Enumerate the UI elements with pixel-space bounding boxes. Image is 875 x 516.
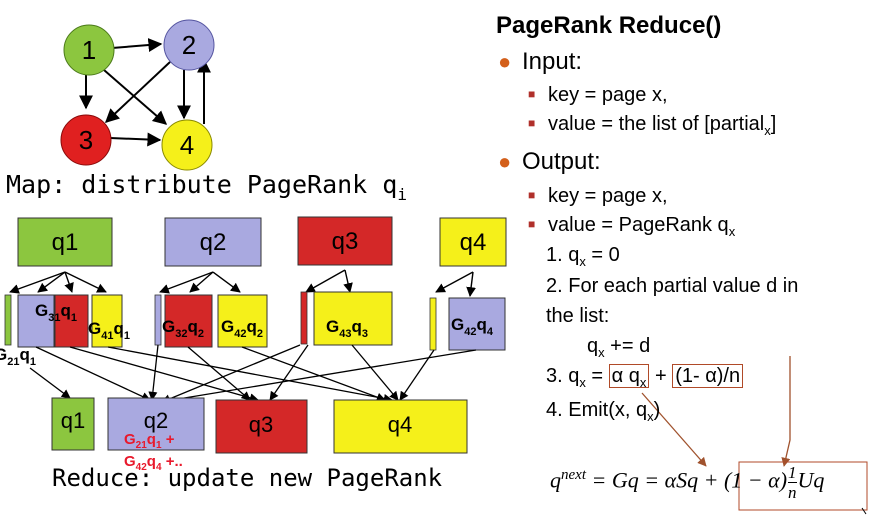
graph-node-4: 4	[161, 119, 213, 171]
node-label-2: 2	[182, 30, 196, 60]
partial-box-q2-to-4	[217, 294, 268, 348]
output-value-item: ■ value = PageRank qx	[528, 214, 736, 239]
step-1: 1. qx = 0	[546, 244, 620, 269]
step-3-alpha-term: α qx	[608, 364, 650, 390]
partial-box-q4-to-2	[448, 297, 506, 351]
partial-box-q2-to-3	[164, 294, 213, 348]
map-fanout-arrows	[9, 269, 476, 297]
svg-text:q3: q3	[332, 228, 359, 255]
step-3: 3. qx = α qx + (1- α)/n	[546, 364, 744, 390]
partial-box-q1-to-2	[17, 294, 55, 348]
partial-label-g43q3: G43q3	[326, 317, 368, 340]
q2-partial-sum: G21q1 + G42q4 +..	[124, 431, 183, 473]
source-box-q2: q2	[164, 217, 262, 267]
step-2-continued: the list:	[546, 305, 610, 327]
formula-tick	[861, 507, 867, 515]
output-box-q2: q2	[107, 397, 205, 451]
input-key-item: ■ key = page x,	[528, 84, 668, 106]
link-graph	[79, 38, 211, 147]
step-2: 2. For each partial value d in	[546, 275, 799, 297]
partial-label-g42q4: G42q4	[451, 315, 494, 338]
partial-label-g31q1: G31q1	[35, 301, 77, 324]
graph-node-2: 2	[163, 19, 215, 71]
output-box-q3: q3	[215, 399, 308, 454]
node-label-4: 4	[180, 130, 194, 160]
svg-text:q2: q2	[144, 408, 168, 433]
output-box-q1: q1	[51, 397, 95, 451]
partial-label-g41q1: G41q1	[88, 319, 130, 342]
reduce-description: PageRank Reduce() ● Input: ■ key = page x,…	[490, 0, 875, 516]
svg-text:G42q4 +..: G42q4 +..	[124, 453, 183, 473]
output-bullet: ● Output:	[498, 148, 601, 175]
node-label-3: 3	[79, 125, 93, 155]
partial-label-g32q2: G32q2	[162, 317, 204, 340]
pagerank-formula: qnext = Gq = αSq + (1 − α) 1 n Uq	[550, 463, 825, 502]
source-box-q3: q3	[297, 216, 393, 266]
graph-node-3: 3	[60, 114, 112, 166]
input-value-item: ■ value = the list of [partialx]	[528, 113, 777, 138]
graph-node-1: 1	[63, 24, 115, 76]
partial-label-g42q2: G42q2	[221, 317, 263, 340]
map-title: Map: distribute PageRank qi	[6, 170, 407, 204]
svg-text:q1: q1	[52, 229, 79, 256]
svg-text:q1: q1	[61, 408, 85, 433]
svg-text:G21q1 +: G21q1 +	[124, 431, 175, 451]
node-label-1: 1	[82, 35, 96, 65]
partial-box-q1-to-4	[91, 294, 123, 348]
source-box-q1: q1	[17, 217, 113, 267]
page-title: PageRank Reduce()	[496, 12, 722, 39]
step-2-accumulate: qx += d	[587, 335, 651, 360]
input-bullet: ● Input:	[498, 48, 583, 75]
svg-text:q3: q3	[249, 412, 273, 437]
partial-label-g21q1: G21q1	[0, 345, 36, 368]
formula-boxed-term	[738, 461, 868, 511]
partial-box-q3-to-4	[313, 291, 393, 346]
shuffle-arrows	[29, 344, 477, 406]
svg-text:q4: q4	[460, 229, 487, 256]
formula-connectors	[641, 356, 791, 467]
step-3-teleport-term: (1- α)/n	[672, 364, 744, 388]
source-box-q4: q4	[439, 217, 507, 267]
step-4: 4. Emit(x, qx)	[546, 399, 661, 424]
svg-text:q4: q4	[388, 412, 412, 437]
partial-box-q1-to-3	[54, 294, 89, 348]
output-key-item: ■ key = page x,	[528, 185, 668, 207]
reduce-title: Reduce: update new PageRank	[52, 464, 443, 492]
output-box-q4: q4	[333, 399, 468, 454]
svg-text:q2: q2	[200, 229, 227, 256]
